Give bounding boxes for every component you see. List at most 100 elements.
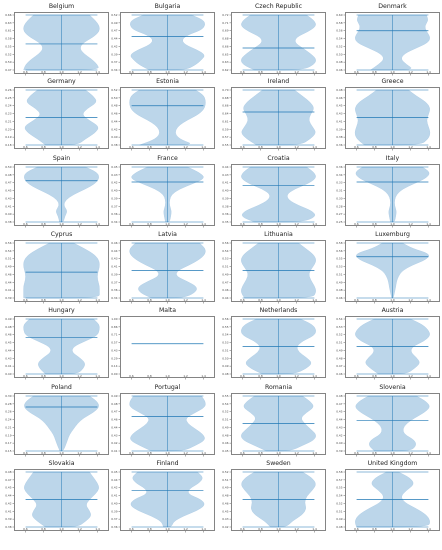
x-tick-label: 1.2 (77, 70, 82, 74)
panel-title: Romania (264, 384, 293, 391)
violin-panel-estonia: Estonia 0.38 0.40 0.42 0.44 0.46 0.48 0.50 0.52 0… (111, 78, 215, 151)
y-tick-label: 0.42 (111, 181, 117, 185)
y-tick-label: 0.48 (336, 525, 342, 529)
y-tick-label: 0.33 (336, 181, 342, 185)
y-tick-label: 0.41 (111, 449, 117, 453)
violin-panel-denmark: Denmark 0.46 0.48 0.50 0.52 0.54 0.56 0.58 0.60 0… (336, 3, 440, 76)
axes-frame (120, 12, 215, 74)
panel-title: Bulgaria (154, 3, 181, 10)
x-tick-label: 0.6 (129, 222, 134, 226)
x-tick-label: 1.2 (294, 145, 299, 149)
y-tick-label: 0.40 (5, 372, 11, 376)
x-tick-label: 0.8 (258, 145, 263, 149)
panel-title: Belgium (48, 3, 75, 10)
y-tick-label: 0.52 (222, 410, 228, 414)
axes-frame (231, 87, 326, 149)
y-tick-label: 0.43 (111, 257, 117, 261)
panel-axes: 0.34 0.37 0.39 0.42 0.44 0.47 0.49 0.52 0.6 0.8 1.… (111, 12, 215, 76)
x-tick-label: 1.0 (59, 222, 64, 226)
y-tick-label: 0.52 (111, 13, 117, 17)
y-tick-label: 0.47 (336, 402, 342, 406)
x-tick-label: 0.6 (240, 451, 245, 455)
y-tick-label: 0.39 (111, 52, 117, 56)
violin-panel-slovakia: Slovakia 0.38 0.39 0.41 0.42 0.44 0.45 0.47 0.48… (5, 460, 109, 533)
x-tick-label: 0.6 (240, 145, 245, 149)
panel-title: Estonia (156, 78, 179, 85)
x-tick-label: 0.8 (258, 451, 263, 455)
y-tick-label: 0.39 (5, 517, 11, 521)
panel-title: Austria (381, 307, 404, 314)
panel-axes: 0.41 0.42 0.43 0.44 0.46 0.47 0.48 0.49 0.6 0.8 1.… (111, 393, 215, 457)
y-tick-label: 0.50 (336, 52, 342, 56)
y-tick-label: 0.38 (5, 525, 11, 529)
violin-panel-hungary: Hungary 0.40 0.41 0.43 0.44 0.45 0.46 0.48 0.49 0… (5, 307, 109, 380)
panel-title: Latvia (158, 231, 177, 238)
x-tick-label: 1.2 (408, 145, 413, 149)
x-tick-label: 0.6 (23, 222, 28, 226)
y-tick-label: 0.51 (222, 348, 228, 352)
y-tick-label: 0.51 (336, 272, 342, 276)
x-tick-label: 0.8 (41, 70, 46, 74)
y-tick-label: 0.49 (111, 21, 117, 25)
panel-axes: 0.47 0.50 0.52 0.55 0.58 0.61 0.63 0.66 0.6 0.8 1.… (5, 12, 109, 76)
x-tick-label: 1.2 (77, 222, 82, 226)
x-tick-label: 0.8 (258, 527, 263, 531)
panel-title: Germany (47, 78, 76, 85)
x-tick-label: 1.4 (201, 70, 206, 74)
y-tick-label: 0.36 (336, 143, 342, 147)
y-tick-label: 0.46 (336, 68, 342, 72)
x-tick-label: 1.4 (201, 374, 206, 378)
axes-frame (120, 316, 215, 378)
y-tick-label: 0.43 (222, 173, 228, 177)
y-tick-label: 0.40 (111, 501, 117, 505)
y-tick-label: 0.72 (222, 13, 228, 17)
axes-frame (231, 393, 326, 455)
x-tick-label: 1.2 (183, 145, 188, 149)
y-tick-label: 0.40 (336, 441, 342, 445)
violin-panel-italy: Italy 0.25 0.27 0.28 0.30 0.31 0.33 0.34 0.36 0.6… (336, 155, 440, 228)
y-tick-label: 0.30 (5, 394, 11, 398)
x-tick-label: 1.2 (408, 222, 413, 226)
x-tick-label: 0.8 (258, 298, 263, 302)
violin-panel-finland: Finland 0.36 0.37 0.39 0.40 0.41 0.42 0.44 0.45 0… (111, 460, 215, 533)
violin-panel-ireland: Ireland 0.55 0.57 0.59 0.61 0.64 0.66 0.68 0.70 0… (222, 78, 326, 151)
x-tick-label: 0.6 (354, 145, 359, 149)
panel-axes: 0.44 0.46 0.47 0.49 0.51 0.53 0.54 0.56 0.6 0.8 1.… (222, 240, 326, 304)
y-tick-label: 0.54 (222, 333, 228, 337)
y-tick-label: 0.45 (222, 449, 228, 453)
y-tick-label: 0.57 (111, 341, 117, 345)
y-tick-label: 0.42 (111, 486, 117, 490)
x-tick-label: 1.4 (312, 527, 317, 531)
y-tick-label: 0.45 (111, 165, 117, 169)
y-tick-label: 0.25 (5, 96, 11, 100)
violin-panel-malta: Malta 0.00 0.14 0.29 0.43 0.57 0.71 0.86 1.00 0.6… (111, 307, 215, 380)
x-tick-label: 1.0 (59, 374, 64, 378)
violin-panel-belgium: Belgium 0.47 0.50 0.52 0.55 0.58 0.61 0.63 0.66 0… (5, 3, 109, 76)
x-tick-label: 1.0 (59, 451, 64, 455)
axes-frame (14, 393, 109, 455)
y-tick-label: 0.63 (222, 60, 228, 64)
x-tick-label: 0.6 (129, 451, 134, 455)
panel-title: Czech Republic (254, 3, 303, 10)
y-tick-label: 0.42 (336, 433, 342, 437)
y-tick-label: 0.44 (222, 296, 228, 300)
x-tick-label: 0.8 (147, 527, 152, 531)
y-tick-label: 0.49 (336, 517, 342, 521)
y-tick-label: 0.39 (336, 449, 342, 453)
x-tick-label: 0.8 (41, 222, 46, 226)
y-tick-label: 0.30 (336, 196, 342, 200)
y-tick-label: 0.41 (5, 288, 11, 292)
y-tick-label: 0.61 (5, 29, 11, 33)
y-tick-label: 0.46 (111, 418, 117, 422)
x-tick-label: 1.2 (183, 451, 188, 455)
y-tick-label: 0.00 (111, 372, 117, 376)
y-tick-label: 0.36 (111, 212, 117, 216)
y-tick-label: 0.42 (222, 525, 228, 529)
x-tick-label: 1.4 (426, 451, 431, 455)
y-tick-label: 0.37 (111, 517, 117, 521)
x-tick-label: 0.8 (41, 298, 46, 302)
panel-axes: 0.36 0.38 0.39 0.41 0.43 0.45 0.46 0.48 0.6 0.8 1.… (336, 87, 440, 151)
y-tick-label: 0.53 (336, 325, 342, 329)
y-tick-label: 0.39 (336, 127, 342, 131)
